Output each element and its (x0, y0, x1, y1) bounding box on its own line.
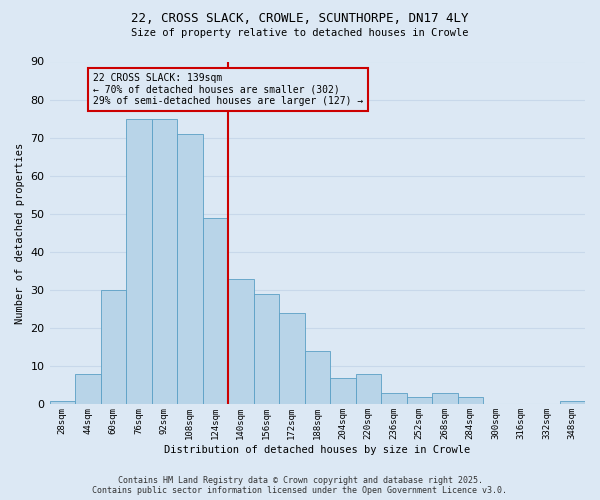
Text: Contains HM Land Registry data © Crown copyright and database right 2025.
Contai: Contains HM Land Registry data © Crown c… (92, 476, 508, 495)
Bar (50, 400, 75, 404)
Bar (407, 397, 432, 404)
Text: Size of property relative to detached houses in Crowle: Size of property relative to detached ho… (131, 28, 469, 38)
Bar (101, 290, 126, 405)
Bar (458, 397, 483, 404)
Bar (152, 118, 177, 405)
Bar (305, 351, 330, 405)
Bar (254, 294, 279, 405)
Bar (330, 378, 356, 404)
Bar (177, 134, 203, 404)
Text: 22 CROSS SLACK: 139sqm
← 70% of detached houses are smaller (302)
29% of semi-de: 22 CROSS SLACK: 139sqm ← 70% of detached… (93, 73, 363, 106)
Bar (126, 118, 152, 405)
Bar (203, 218, 228, 404)
Text: 22, CROSS SLACK, CROWLE, SCUNTHORPE, DN17 4LY: 22, CROSS SLACK, CROWLE, SCUNTHORPE, DN1… (131, 12, 469, 26)
Bar (356, 374, 381, 404)
Bar (75, 374, 101, 404)
Bar (560, 400, 585, 404)
Bar (228, 278, 254, 404)
Bar (381, 393, 407, 404)
X-axis label: Distribution of detached houses by size in Crowle: Distribution of detached houses by size … (164, 445, 470, 455)
Bar (279, 313, 305, 404)
Bar (432, 393, 458, 404)
Y-axis label: Number of detached properties: Number of detached properties (15, 142, 25, 324)
